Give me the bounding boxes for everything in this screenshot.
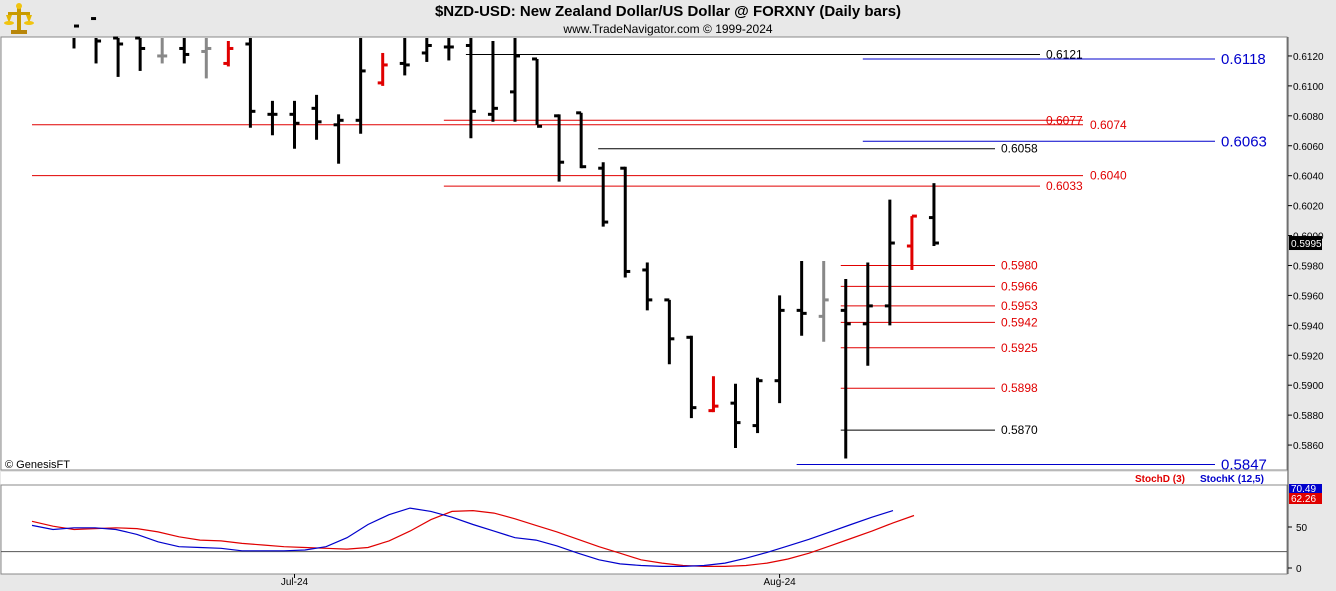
- price-tick-label: 0.6060: [1293, 142, 1324, 153]
- price-panel: [0, 36, 1288, 471]
- ohlc-bar: [443, 38, 454, 61]
- price-level-label: 0.5870: [1001, 423, 1038, 437]
- ohlc-bar: [774, 295, 785, 404]
- price-level-label: 0.5980: [1001, 258, 1038, 272]
- stochastic-lines: [1, 507, 1287, 568]
- price-tick-label: 0.5920: [1293, 351, 1324, 362]
- price-level-label: 0.6033: [1046, 179, 1083, 193]
- price-level-label: 0.6058: [1001, 142, 1038, 156]
- price-tick-label: 0.5940: [1293, 321, 1324, 332]
- ohlc-bar: [752, 377, 763, 434]
- price-level-label: 0.5925: [1001, 341, 1038, 355]
- indicator-legend-strip: [1, 472, 1287, 485]
- date-x-axis: Jul-24 Aug-24: [281, 574, 796, 588]
- ohlc-bar: [862, 262, 873, 366]
- price-levels: 0.6121 0.6118 0.6077 0.6074 0.6063 0.6058 0.60…: [32, 47, 1267, 474]
- price-tick-label: 0.5860: [1293, 441, 1324, 452]
- stochd-value-label: 62.26: [1291, 494, 1316, 505]
- stoch-tick-label: 0: [1296, 564, 1302, 575]
- ohlc-bar: [289, 100, 300, 149]
- ohlc-bar: [730, 383, 741, 449]
- ohlc-bar: [928, 183, 939, 247]
- ohlc-bar: [884, 199, 895, 326]
- stochk-value-label: 70.49: [1291, 484, 1316, 495]
- chart-subtitle: www.TradeNavigator.com © 1999-2024: [563, 22, 773, 36]
- ohlc-bar: [906, 214, 917, 270]
- price-level-label: 0.5847: [1221, 457, 1267, 474]
- ohlc-bar: [818, 260, 829, 342]
- ohlc-bar: [179, 38, 190, 64]
- ohlc-bar: [532, 57, 543, 128]
- ohlc-bar: [91, 17, 102, 64]
- price-level-label: 0.6074: [1090, 118, 1127, 132]
- stochastic-panel: [0, 484, 1288, 575]
- price-level-label: 0.6118: [1221, 51, 1266, 68]
- price-tick-label: 0.6020: [1293, 202, 1324, 213]
- copyright-label: © GenesisFT: [5, 459, 70, 471]
- stoch-line: [31, 509, 915, 568]
- price-tick-label: 0.5900: [1293, 381, 1324, 392]
- ohlc-bar: [510, 38, 520, 122]
- stoch-tick-label: 50: [1296, 523, 1308, 534]
- stochastic-legend: StochD (3) StochK (12,5): [1135, 474, 1264, 485]
- ohlc-bar: [355, 38, 366, 134]
- ohlc-bar: [377, 52, 388, 86]
- ohlc-bar: [796, 260, 807, 336]
- price-level-label: 0.6040: [1090, 169, 1127, 183]
- ohlc-bar: [576, 111, 587, 169]
- stoch-line: [31, 507, 894, 568]
- ohlc-bar: [223, 40, 234, 67]
- legend-stochd: StochD (3): [1135, 474, 1185, 485]
- ohlc-bar: [157, 38, 168, 64]
- last-price-box: [1289, 236, 1322, 251]
- price-tick-label: 0.6100: [1293, 82, 1324, 93]
- price-level-label: 0.5898: [1001, 381, 1038, 395]
- ohlc-bar: [333, 114, 344, 164]
- last-price-marker: 0.5995: [1289, 236, 1322, 251]
- ohlc-bar: [487, 40, 498, 122]
- last-price-label: 0.5995: [1291, 239, 1322, 250]
- price-tick-label: 0.6040: [1293, 172, 1324, 183]
- price-level-label: 0.5942: [1001, 315, 1038, 329]
- ohlc-bar: [311, 94, 322, 140]
- price-level-label: 0.6077: [1046, 113, 1083, 127]
- price-level-label: 0.5953: [1001, 299, 1038, 313]
- price-tick-label: 0.6120: [1293, 52, 1324, 63]
- stochk-value-box: [1289, 484, 1322, 494]
- price-level-label: 0.5966: [1001, 279, 1038, 293]
- ohlc-bar: [554, 114, 565, 182]
- tradenavigator-logo: [2, 2, 36, 36]
- ohlc-bar: [598, 162, 609, 227]
- price-y-axis: 0.61200.61000.60800.60600.60400.60200.60…: [1288, 52, 1324, 452]
- stochd-value-box: [1289, 493, 1322, 504]
- ohlc-bar: [201, 38, 212, 79]
- price-tick-label: 0.6080: [1293, 112, 1324, 123]
- price-tick-label: 0.5960: [1293, 291, 1324, 302]
- chart-title: $NZD-USD: New Zealand Dollar/US Dollar @…: [434, 3, 902, 20]
- ohlc-bars: [72, 17, 939, 459]
- ohlc-bar: [708, 376, 719, 413]
- ohlc-bar: [686, 335, 697, 419]
- ohlc-bar: [465, 38, 476, 139]
- ohlc-bar: [399, 38, 410, 76]
- legend-stochk: StochK (12,5): [1200, 474, 1264, 485]
- price-level-label: 0.6121: [1046, 47, 1083, 61]
- ohlc-bar: [267, 100, 278, 136]
- date-tick-label: Jul-24: [281, 577, 309, 588]
- ohlc-bar: [113, 36, 124, 77]
- ohlc-bar: [620, 166, 631, 278]
- price-tick-label: 0.5880: [1293, 411, 1324, 422]
- ohlc-bar: [72, 24, 79, 49]
- date-tick-label: Aug-24: [763, 577, 796, 588]
- ohlc-bar: [664, 298, 675, 365]
- ohlc-bar: [421, 38, 432, 62]
- ohlc-bar: [840, 278, 851, 459]
- ohlc-bar: [135, 36, 146, 71]
- ohlc-bar: [245, 38, 256, 128]
- ohlc-bar: [642, 262, 653, 311]
- price-tick-label: 0.5980: [1293, 261, 1324, 272]
- price-level-label: 0.6063: [1221, 133, 1267, 150]
